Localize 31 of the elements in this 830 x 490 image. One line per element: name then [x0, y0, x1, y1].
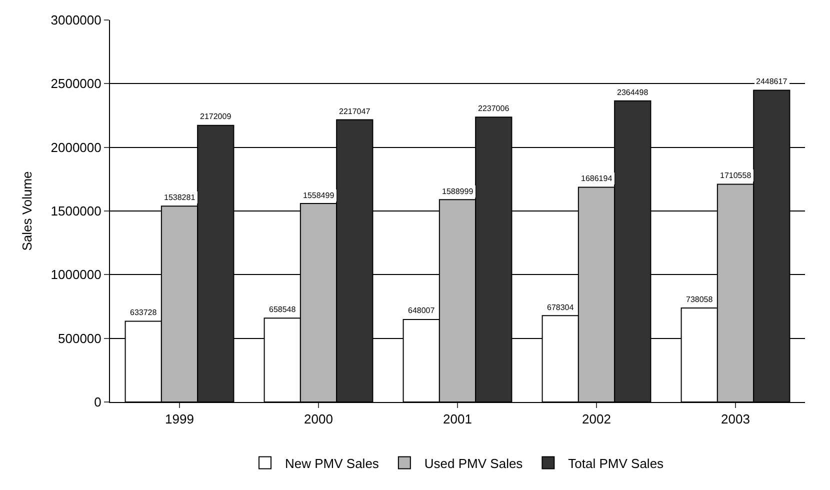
x-tick-label: 1999 — [165, 412, 194, 427]
x-tick-label: 2000 — [304, 412, 333, 427]
data-label: 2172009 — [200, 112, 232, 121]
data-label: 1558499 — [303, 191, 335, 200]
data-label: 1588999 — [442, 187, 474, 196]
y-tick-label: 1000000 — [50, 267, 102, 282]
legend-label: Total PMV Sales — [568, 456, 664, 471]
y-tick-label: 2500000 — [50, 76, 102, 92]
legend-label: New PMV Sales — [285, 456, 380, 471]
data-label: 633728 — [130, 308, 158, 317]
y-tick-label: 1500000 — [50, 204, 102, 219]
data-label: 1538281 — [164, 193, 196, 202]
data-label: 678304 — [547, 303, 574, 312]
data-label: 738058 — [686, 295, 714, 304]
data-label: 2448617 — [756, 77, 788, 86]
data-label: 2237006 — [478, 104, 510, 113]
data-label: 1710558 — [720, 171, 752, 180]
y-tick-label: 2000000 — [50, 140, 102, 155]
y-tick-label: 500000 — [58, 330, 102, 346]
y-tick-label: 3000000 — [50, 12, 102, 28]
data-label: 2364498 — [617, 88, 649, 97]
y-axis-title: Sales Volume — [20, 171, 35, 251]
legend-label: Used PMV Sales — [424, 456, 524, 471]
x-tick-label: 2001 — [443, 412, 472, 427]
x-tick-label: 2003 — [721, 412, 750, 427]
data-label: 658548 — [269, 305, 296, 314]
data-label: 2217047 — [339, 107, 371, 116]
x-tick-label: 2002 — [582, 412, 611, 427]
data-label: 1686194 — [581, 174, 613, 183]
y-tick-label: 0 — [94, 394, 102, 410]
data-label: 648007 — [408, 306, 436, 315]
